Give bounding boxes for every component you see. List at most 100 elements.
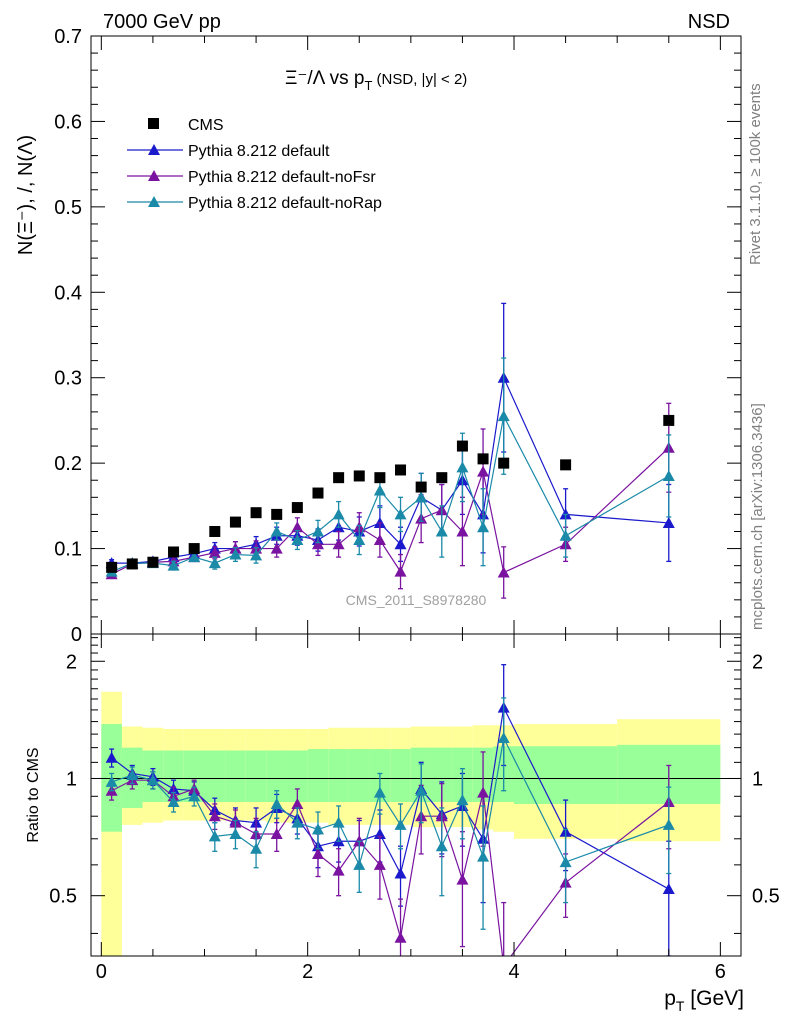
noFsr-point [311,538,324,550]
legend-default-label: Pythia 8.212 default [188,143,330,160]
ratio-noRap-point [167,796,180,808]
ratio-xtick-label: 6 [715,961,726,983]
ratio-noFsr-point [291,797,304,809]
ratio-inner-band-segment [348,749,370,803]
main-ytick-label: 0.6 [54,111,82,133]
ratio-ytick-label-right: 1 [752,768,763,790]
ratio-noRap-point [559,856,572,868]
plot-title-sub: T [364,78,372,93]
plot-title-main: Ξ⁻/Λ vs p [285,68,364,89]
noFsr-point [332,538,345,550]
legend-cms-marker [148,118,159,129]
ratio-default-line [111,705,670,890]
header-collision: 7000 GeV pp [103,11,221,33]
main-plot-frame [90,35,742,635]
noRap-point [188,551,201,563]
ratio-noFsr-point [332,864,345,876]
ratio-ytick-label-left: 2 [66,651,77,673]
ratio-noFsr-line [111,779,670,956]
ratio-inner-band-segment [390,749,411,803]
main-ytick-label: 0.7 [54,26,82,48]
ratio-noRap-point [662,818,675,830]
noRap-point [477,521,490,533]
cms-point [312,487,324,499]
ratio-noFsr-point [208,810,221,822]
noRap-point [373,484,386,496]
main-ytick-label: 0.1 [54,539,82,561]
noRap-point [332,508,345,520]
ratio-noRap-point [146,774,159,786]
main-ytick-label: 0.3 [54,368,82,390]
plot-title: Ξ⁻/Λ vs pT (NSD, |y| < 2) [285,68,467,93]
ratio-noRap-point [497,732,510,744]
noRap-point [208,557,221,569]
watermark: CMS_2011_S8978280 [346,592,487,608]
series-cms [106,414,675,573]
x-axis-label-suffix: [GeV] [684,987,744,1010]
cms-point [498,457,510,469]
main-y-axis-label: N(Ξ⁻), /, N(Λ) [15,135,37,255]
noRap-point [497,410,510,422]
noFsr-point [497,566,510,578]
ratio-y-axis-label: Ratio to CMS [25,747,42,842]
ratio-axis-ticks [91,634,741,956]
ratio-default-point [105,751,118,763]
cms-point [126,558,138,570]
noFsr-point [394,565,407,577]
ratio-default-point [662,883,675,895]
ratio-noRap-point [353,858,366,870]
ratio-inner-band-segment [328,749,349,803]
noFsr-point [270,542,283,554]
noFsr-point [477,465,490,477]
cms-point [291,502,303,514]
cms-point [209,525,221,537]
ratio-noFsr-point [311,847,324,859]
ratio-panel: 0.5 1 2 0.5 1 2 0 2 4 6 Ratio to CMS pT [GeV] [25,633,780,1014]
ratio-noRap-point [373,786,386,798]
ratio-default-point [394,867,407,879]
cms-point [456,440,468,452]
x-axis-label-sub: T [676,998,685,1014]
ratio-data-layer [105,664,675,956]
cms-point [333,472,345,484]
ratio-noRap-point [105,775,118,787]
ratio-y-tick-labels-left: 0.5 1 2 [49,651,77,907]
cms-point [250,507,262,519]
ratio-xtick-label: 2 [302,961,313,983]
ratio-inner-band-segment [307,749,329,803]
legend-nofsr-label: Pythia 8.212 default-noFsr [188,169,376,186]
cms-point [188,543,200,555]
ratio-noRap-point [270,797,283,809]
ratio-series-noRap [105,697,675,930]
noFsr-point [208,546,221,558]
ratio-default-point [373,828,386,840]
ratio-noRap-point [188,790,201,802]
cms-point [663,414,675,426]
ratio-noRap-point [456,794,469,806]
x-axis-label: pT [GeV] [664,987,744,1014]
noRap-point [229,548,242,560]
ratio-noRap-point [415,784,428,796]
noRap-point [559,529,572,541]
noRap-point [250,549,263,561]
cms-point [229,516,241,528]
noRap-point [394,508,407,520]
cms-point [353,470,365,482]
noRap-line [111,414,670,573]
ratio-x-tick-labels: 0 2 4 6 [96,961,726,983]
ratio-inner-band-segment [287,750,308,803]
legend-norap-label: Pythia 8.212 default-noRap [188,195,382,212]
ratio-noRap-point [250,842,263,854]
header-process: NSD [688,11,730,33]
rivet-label: Rivet 3.1.10, ≥ 100k events [747,83,764,265]
ratio-noRap-point [477,850,490,862]
default-point [394,538,407,550]
cms-point [168,546,180,558]
main-data-layer [105,302,675,599]
legend-cms-label: CMS [188,117,224,134]
ratio-ytick-label-right: 0.5 [752,886,780,908]
ratio-noRap-point [435,840,448,852]
ratio-noRap-point [229,828,242,840]
noRap-point [456,461,469,473]
noRap-point [353,534,366,546]
